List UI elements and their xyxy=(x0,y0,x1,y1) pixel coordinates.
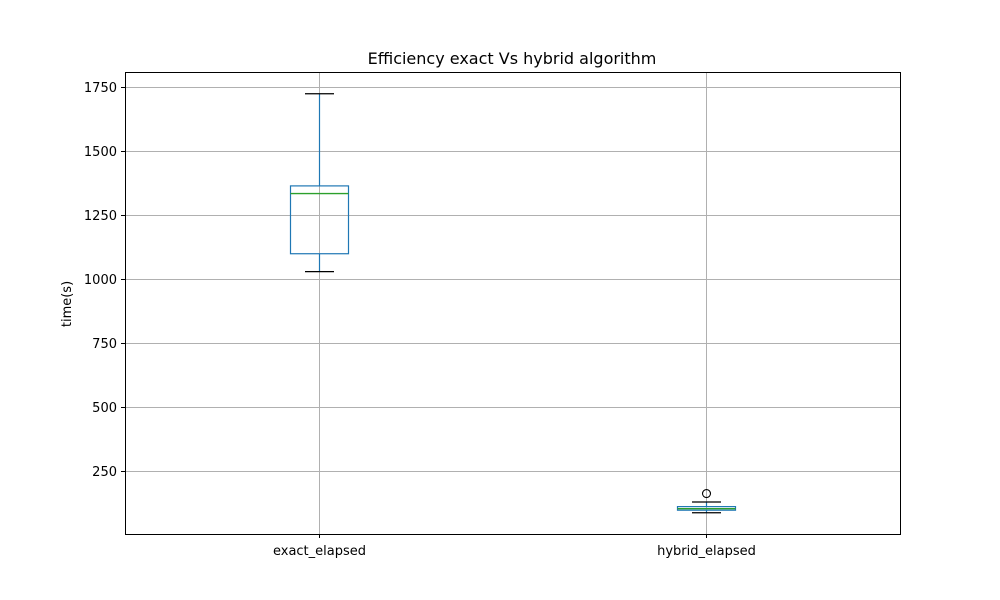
x-tick-label: hybrid_elapsed xyxy=(657,544,756,559)
y-axis-label: time(s) xyxy=(60,281,75,327)
plot-frame xyxy=(125,72,901,535)
outlier-point xyxy=(701,489,712,499)
box-hybrid_elapsed xyxy=(676,489,737,514)
box-exact_elapsed xyxy=(289,93,350,273)
y-tick-label: 1750 xyxy=(84,81,117,96)
y-tick-label: 1500 xyxy=(84,145,117,160)
y-tick-label: 250 xyxy=(92,465,117,480)
ticks: 250 500 750 1000 1250 1500 1750 exact_elapsed hy… xyxy=(84,81,756,559)
chart-title: Efficiency exact Vs hybrid algorithm xyxy=(368,49,657,68)
grid xyxy=(125,72,900,534)
y-tick-label: 1000 xyxy=(84,273,117,288)
y-tick-label: 750 xyxy=(92,337,117,352)
boxes xyxy=(289,93,737,514)
y-tick-label: 1250 xyxy=(84,209,117,224)
x-tick-label: exact_elapsed xyxy=(273,544,366,559)
iqr-box xyxy=(289,185,350,255)
y-tick-label: 500 xyxy=(92,401,117,416)
